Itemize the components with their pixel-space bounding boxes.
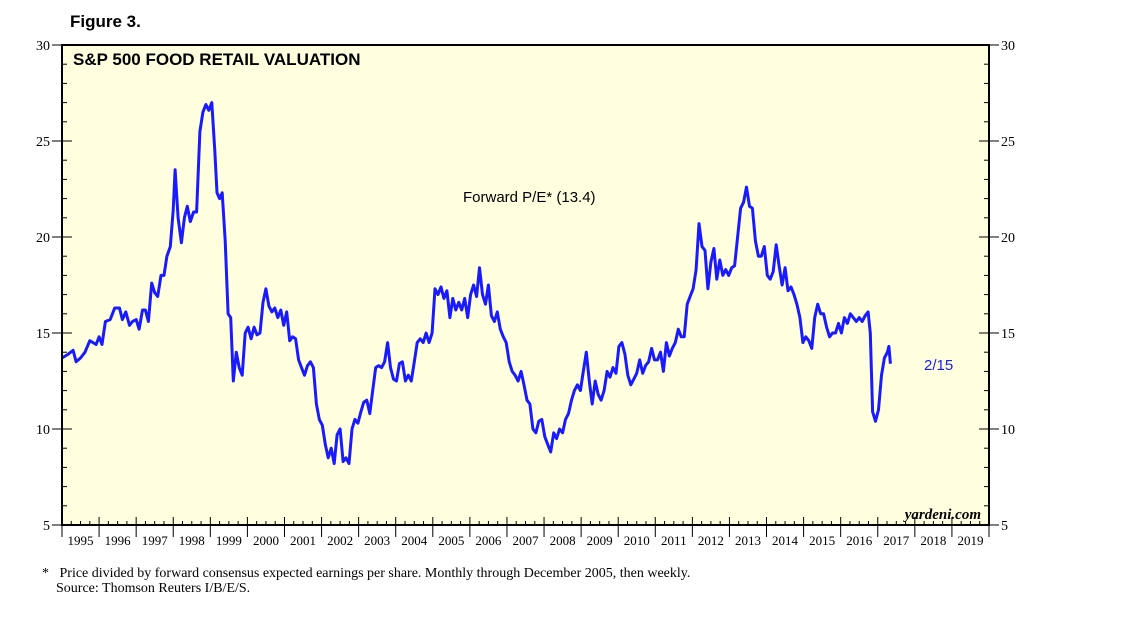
footnote: * Price divided by forward consensus exp… [42, 566, 690, 596]
right-axis-tick-label: 25 [1001, 135, 1015, 150]
right-axis-tick-label: 10 [1001, 423, 1015, 438]
left-axis-tick-label: 25 [36, 135, 50, 150]
footnote-text: Price divided by forward consensus expec… [59, 566, 691, 581]
x-axis-tick-label: 2004 [401, 533, 428, 548]
footnote-marker: * [42, 566, 49, 581]
x-axis-tick-label: 2018 [920, 533, 946, 548]
x-axis-tick-label: 1998 [179, 533, 205, 548]
x-axis-tick-label: 1997 [142, 533, 169, 548]
x-axis-tick-label: 2016 [846, 533, 873, 548]
x-axis-tick-label: 2015 [809, 533, 835, 548]
x-axis-tick-label: 2012 [698, 533, 724, 548]
left-axis-tick-label: 5 [43, 519, 50, 534]
x-axis-tick-label: 2011 [661, 533, 687, 548]
chart-title: S&P 500 FOOD RETAIL VALUATION [73, 50, 360, 69]
x-axis-tick-label: 2019 [957, 533, 983, 548]
right-axis: 5 10 15 20 25 30 [979, 39, 1015, 534]
x-axis-tick-label: 1996 [105, 533, 132, 548]
x-axis: 1995 1996 1997 1998 1999 2000 2001 2002 2003 2004… [61, 517, 990, 548]
right-axis-tick-label: 30 [1001, 39, 1015, 54]
x-axis-tick-label: 2000 [253, 533, 279, 548]
x-axis-tick-label: 2002 [327, 533, 353, 548]
x-axis-tick-label: 2007 [513, 533, 540, 548]
right-axis-tick-label: 15 [1001, 327, 1015, 342]
x-axis-tick-label: 1999 [216, 533, 242, 548]
left-axis-tick-label: 15 [36, 327, 50, 342]
left-axis-tick-label: 20 [36, 231, 50, 246]
plot-frame [61, 44, 990, 526]
plot-background [62, 45, 989, 525]
x-axis-tick-label: 2017 [883, 533, 910, 548]
source-text: Source: Thomson Reuters I/B/E/S. [56, 581, 251, 596]
x-axis-tick-label: 2005 [438, 533, 464, 548]
x-axis-tick-label: 2008 [550, 533, 576, 548]
right-axis-tick-label: 5 [1001, 519, 1008, 534]
x-axis-tick-label: 2006 [475, 533, 502, 548]
x-axis-tick-label: 2013 [735, 533, 761, 548]
watermark: yardeni.com [903, 507, 981, 523]
right-axis-tick-label: 20 [1001, 231, 1015, 246]
forward-pe-line [61, 101, 892, 466]
left-axis-tick-label: 10 [36, 423, 50, 438]
x-axis-tick-label: 2010 [624, 533, 650, 548]
figure-label: Figure 3. [70, 12, 141, 31]
chart: 5 10 15 20 25 30 5 10 15 20 25 30 1995 1996 1997 1998… [36, 39, 1015, 548]
x-axis-tick-label: 2009 [587, 533, 613, 548]
end-label: 2/15 [924, 357, 953, 374]
left-axis-tick-label: 30 [36, 39, 50, 54]
series-label: Forward P/E* (13.4) [463, 189, 596, 206]
x-axis-tick-label: 2003 [364, 533, 390, 548]
x-axis-tick-label: 2014 [772, 533, 799, 548]
x-axis-tick-label: 1995 [68, 533, 94, 548]
x-axis-tick-label: 2001 [290, 533, 316, 548]
